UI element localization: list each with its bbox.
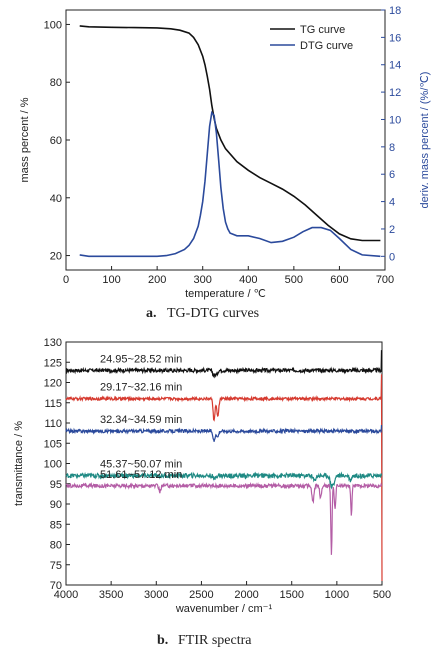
- spectrum-51-61-57-12-min: [65, 481, 383, 555]
- x-axis-label: wavenumber / cm⁻¹: [175, 603, 273, 615]
- x-axis-label: temperature / ℃: [185, 288, 266, 300]
- x-tick-label: 0: [63, 274, 69, 286]
- x-tick-label: 3000: [144, 589, 168, 601]
- legend-label-dtg-curve: DTG curve: [300, 40, 353, 52]
- x-tick-label: 1500: [279, 589, 303, 601]
- y-tick-label: 75: [50, 560, 62, 572]
- x-tick-label: 700: [376, 274, 394, 286]
- x-tick-label: 500: [285, 274, 303, 286]
- spectrum-label-29-17-32-16-min: 29.17~32.16 min: [100, 382, 182, 394]
- y-tick-label: 95: [50, 479, 62, 491]
- tg-dtg-chart: 0 100 200 300 400 500 600 700 20 40 60 80 100 0 2 4 6 8 10…: [19, 5, 431, 300]
- y2-tick-label: 12: [389, 87, 401, 99]
- y2-tick-label: 18: [389, 5, 401, 17]
- y-axis-label: mass percent / %: [19, 97, 31, 182]
- y2-tick-label: 14: [389, 60, 401, 72]
- ftir-chart: 4000 3500 3000 2500 2000 1500 1000 500 70 75 80 85 9…: [13, 337, 391, 615]
- y-tick-label: 85: [50, 519, 62, 531]
- spectrum-45-37-50-07-min: [65, 471, 383, 490]
- y2-tick-label: 0: [389, 251, 395, 263]
- caption-b-text: FTIR spectra: [178, 633, 252, 648]
- y2-tick-label: 16: [389, 32, 401, 44]
- x-tick-label: 200: [148, 274, 166, 286]
- x-tick-label: 100: [102, 274, 120, 286]
- x-tick-label: 2500: [189, 589, 213, 601]
- x-tick-label: 2000: [234, 589, 258, 601]
- x-tick-label: 4000: [54, 589, 78, 601]
- y2-tick-label: 10: [389, 114, 401, 126]
- legend-label-tg-curve: TG curve: [300, 24, 345, 36]
- y-tick-label: 70: [50, 580, 62, 592]
- caption-a-text: TG-DTG curves: [167, 306, 259, 321]
- spectrum-label-45-37-50-07-min: 45.37~50.07 min: [100, 459, 182, 471]
- y2-tick-label: 8: [389, 142, 395, 154]
- y-tick-label: 80: [50, 540, 62, 552]
- y-tick-label: 125: [44, 357, 62, 369]
- y-tick-label: 80: [50, 77, 62, 89]
- y-tick-label: 115: [44, 398, 62, 410]
- x-tick-label: 600: [330, 274, 348, 286]
- y-tick-label: 100: [44, 459, 62, 471]
- y2-tick-label: 6: [389, 169, 395, 181]
- x-tick-label: 1000: [325, 589, 349, 601]
- series-line-dtg-curve: [79, 110, 381, 258]
- series-line-tg-curve: [79, 25, 381, 242]
- spectrum-29-17-32-16-min: [65, 374, 383, 582]
- y-axis-label: transmittance / %: [13, 421, 25, 506]
- y-tick-label: 90: [50, 499, 62, 511]
- y-tick-label: 40: [50, 193, 62, 205]
- x-tick-label: 3500: [99, 589, 123, 601]
- y-tick-label: 120: [44, 378, 62, 390]
- y-tick-label: 110: [44, 418, 62, 430]
- spectrum-label-51-61-57-12-min: 51.61~57.12 min: [100, 469, 182, 481]
- spectrum-label-32-34-34-59-min: 32.34~34.59 min: [100, 414, 182, 426]
- spectrum-24-95-28-52-min: [65, 350, 383, 379]
- x-tick-label: 300: [194, 274, 212, 286]
- caption-a-letter: a.: [146, 306, 157, 321]
- x-tick-label: 400: [239, 274, 257, 286]
- y-tick-label: 105: [44, 438, 62, 450]
- x-tick-label: 500: [373, 589, 391, 601]
- y2-tick-label: 2: [389, 224, 395, 236]
- y-tick-label: 100: [44, 19, 62, 31]
- spectrum-32-34-34-59-min: [65, 424, 383, 442]
- y-tick-label: 130: [44, 337, 62, 349]
- spectrum-label-24-95-28-52-min: 24.95~28.52 min: [100, 353, 182, 365]
- y-tick-label: 60: [50, 135, 62, 147]
- y2-axis-label: deriv. mass percent / (%/℃): [419, 72, 431, 209]
- y2-tick-label: 4: [389, 197, 395, 209]
- caption-b-letter: b.: [157, 633, 168, 648]
- y-tick-label: 20: [50, 251, 62, 263]
